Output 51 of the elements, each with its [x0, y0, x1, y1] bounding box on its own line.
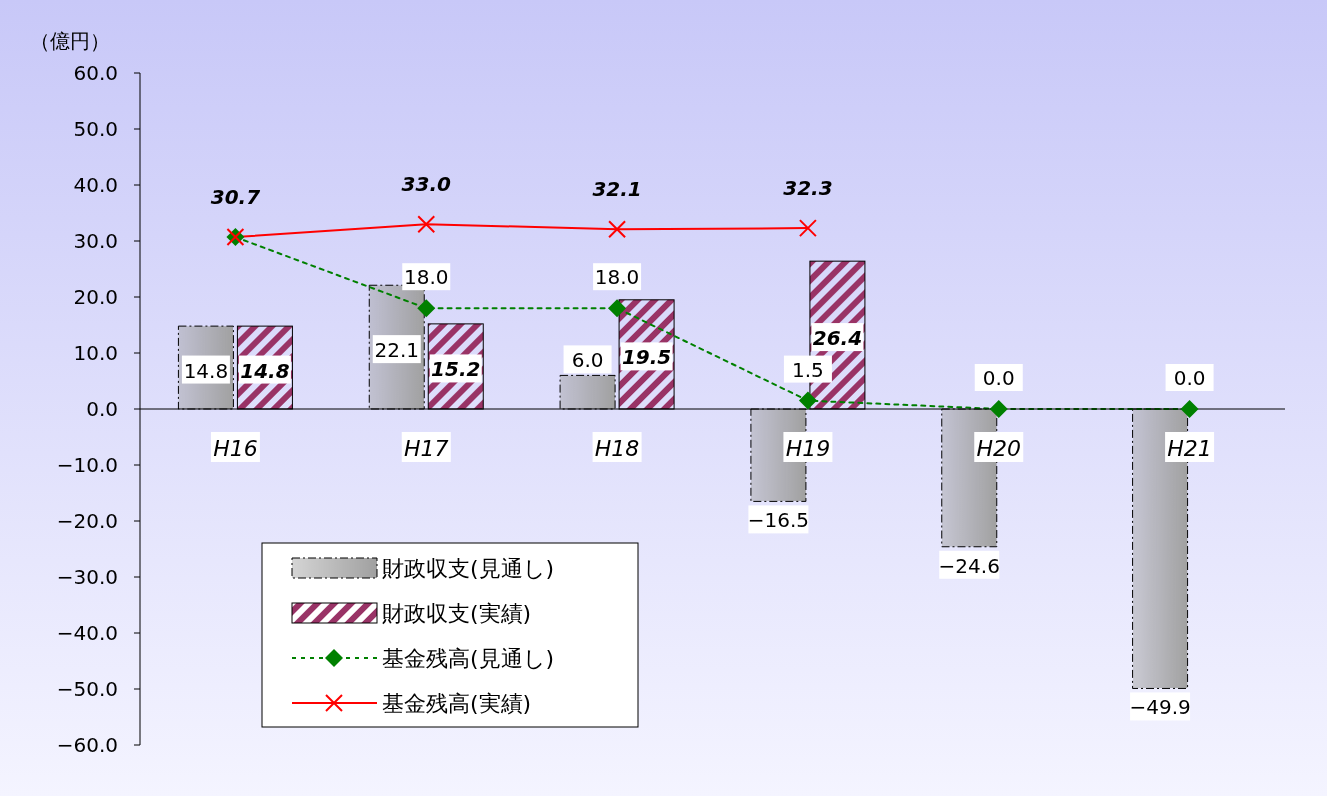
data-label: 0.0: [1173, 366, 1206, 390]
point: [608, 299, 627, 318]
y-tick-label: −20.0: [56, 509, 118, 533]
point: [417, 299, 436, 318]
data-label: 0.0: [982, 366, 1015, 390]
point: [798, 391, 817, 410]
legend-label: 基金残高(実績): [382, 691, 532, 716]
y-tick-label: 30.0: [73, 229, 118, 253]
y-tick-label: 40.0: [73, 173, 118, 197]
data-label: 33.0: [401, 172, 451, 197]
data-label: 1.5: [792, 357, 824, 382]
y-tick-label: 50.0: [73, 117, 118, 141]
point: [417, 215, 436, 234]
legend-label: 基金残高(見通し): [382, 646, 555, 671]
data-label: 32.1: [592, 177, 642, 202]
data-label: 30.7: [210, 185, 261, 210]
x-tick-label: H17: [403, 436, 449, 461]
data-label: −24.6: [938, 553, 1000, 578]
data-label: 15.2: [431, 357, 481, 382]
data-label: −49.9: [1129, 695, 1191, 720]
data-label: −16.5: [747, 508, 810, 533]
data-label: 14.8: [240, 358, 290, 383]
data-label: 22.1: [374, 338, 420, 363]
data-label: 26.4: [812, 326, 863, 351]
point: [608, 220, 627, 239]
legend-label: 財政収支(実績): [382, 601, 532, 626]
data-label: 6.0: [571, 348, 604, 373]
data-label: 32.3: [783, 176, 833, 201]
y-tick-label: −50.0: [56, 677, 118, 701]
y-tick-label: 10.0: [73, 341, 118, 365]
y-tick-label: −40.0: [56, 621, 118, 645]
point: [1180, 400, 1199, 418]
x-tick-label: H20: [976, 436, 1022, 461]
x-tick-label: H16: [213, 436, 258, 461]
data-label: 18.0: [594, 265, 640, 290]
data-label: 18.0: [403, 265, 449, 290]
y-tick-label: −30.0: [56, 565, 118, 589]
x-tick-label: H18: [594, 436, 640, 461]
x-tick-label: H21: [1167, 436, 1212, 461]
legend-label: 財政収支(見通し): [382, 556, 555, 581]
y-tick-label: 0.0: [86, 397, 118, 421]
y-tick-label: 20.0: [73, 285, 118, 309]
point: [798, 219, 817, 238]
y-tick-label: −10.0: [56, 453, 118, 477]
point: [989, 400, 1008, 418]
y-axis-title: （億円）: [30, 29, 110, 53]
x-tick-label: H19: [785, 436, 831, 461]
data-label: 19.5: [621, 345, 672, 370]
data-label: 14.8: [183, 358, 229, 383]
y-tick-label: −60.0: [56, 733, 118, 757]
y-tick-label: 60.0: [73, 61, 118, 85]
